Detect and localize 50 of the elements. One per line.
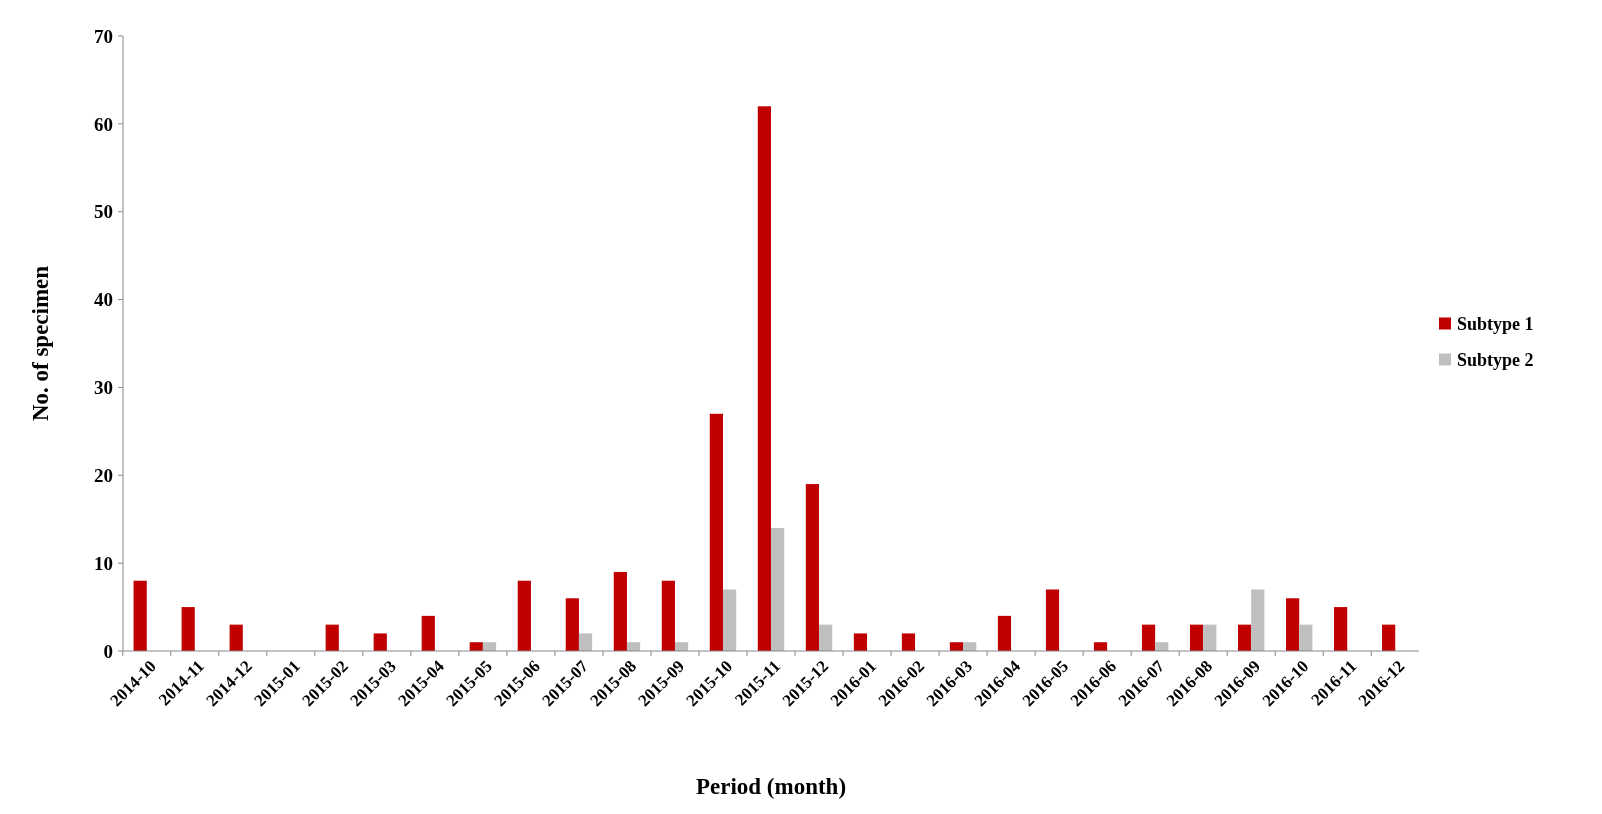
bar [805,484,820,651]
y-tick-label: 40 [94,289,113,311]
bar [613,571,627,651]
x-axis-title: Period (month) [695,774,847,799]
bar [1285,598,1300,651]
y-tick-label: 50 [94,201,113,223]
bar [757,106,771,651]
y-tick-label: 30 [94,377,113,399]
bar [421,615,435,651]
bar [626,642,641,651]
bar [565,598,579,651]
bar [661,580,675,651]
bar [325,624,339,651]
bar [997,615,1012,651]
bar [578,633,593,651]
y-tick-label: 20 [94,464,113,486]
bar [133,580,147,651]
bar [674,642,689,651]
bar [1045,589,1060,651]
bar [949,642,964,651]
bar [469,642,483,651]
y-tick-label: 60 [94,113,113,135]
bar [1093,642,1108,651]
bar [722,589,737,651]
bar [1155,642,1169,651]
y-tick-label: 0 [103,640,113,662]
bar [1237,624,1252,651]
bar [1299,624,1313,651]
legend-label: Subtype 1 [1457,313,1534,334]
bar [181,607,195,651]
bar [373,633,387,651]
bar [1382,624,1396,651]
bar [517,580,531,651]
bar [1189,624,1204,651]
y-tick-label: 10 [94,552,113,574]
y-tick-label: 70 [94,25,113,47]
bar [482,642,497,651]
bar [819,624,833,651]
bar [229,624,243,651]
bar [1251,589,1265,651]
bar [963,642,977,651]
bar [1141,624,1156,651]
bar [1203,624,1217,651]
bar [1334,607,1348,651]
y-axis-title: No. of specimen [28,265,53,422]
bar [709,413,723,651]
legend-label: Subtype 2 [1457,349,1534,370]
bar [771,528,785,651]
bar [853,633,868,651]
bar [901,633,916,651]
